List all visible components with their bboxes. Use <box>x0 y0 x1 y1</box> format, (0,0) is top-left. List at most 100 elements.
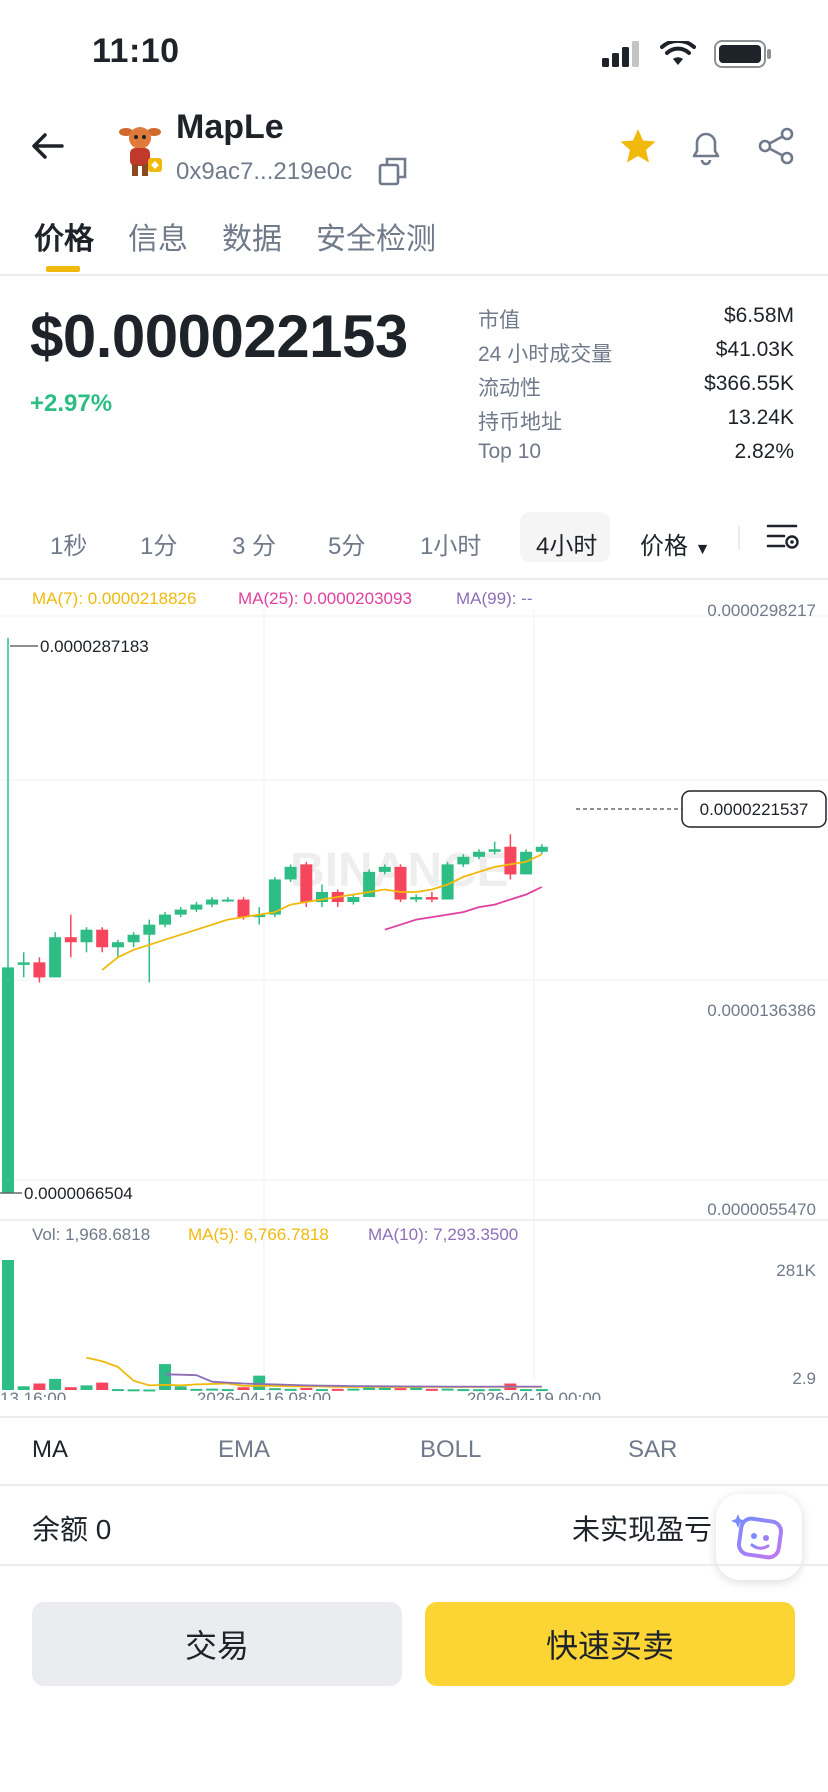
volume-bar <box>300 1387 313 1390</box>
ai-assistant-button[interactable] <box>716 1494 802 1580</box>
vol-ma10-line <box>164 1373 542 1388</box>
stat-24h-volume: 24 小时成交量 $41.03K <box>478 338 794 372</box>
unrealized-pnl-label: 未实现盈亏 <box>572 1514 713 1545</box>
interval-4h[interactable]: 4小时 <box>536 533 598 560</box>
vol-ma5-line <box>86 1356 542 1389</box>
quick-buy-sell-button[interactable]: 快速买卖 <box>425 1602 795 1686</box>
token-stats: 市值 $6.58M 24 小时成交量 $41.03K 流动性 $366.55K 持币地… <box>478 304 794 474</box>
tab-price[interactable]: 价格 <box>34 223 94 256</box>
candle <box>473 851 485 857</box>
token-address: 0x9ac7...219e0c <box>176 158 353 185</box>
back-arrow-icon[interactable] <box>28 126 68 166</box>
stat-value: $6.58M <box>723 304 794 327</box>
volume-bar <box>425 1388 438 1391</box>
candle <box>253 914 266 918</box>
candle <box>394 866 407 900</box>
copy-icon[interactable] <box>378 156 408 186</box>
price-type-dropdown[interactable]: 价格 ▼ <box>640 526 711 561</box>
low-price-label: 0.0000066504 <box>24 1184 133 1203</box>
stat-top10: Top 10 2.82% <box>478 440 794 474</box>
chart-settings-icon[interactable] <box>766 522 800 552</box>
candle <box>268 879 281 915</box>
y-axis-top: 0.0000298217 <box>707 601 816 620</box>
indicator-tab-ma[interactable]: MA <box>32 1436 68 1463</box>
indicator-tab-ema[interactable]: EMA <box>218 1436 271 1463</box>
volume-bar <box>457 1389 470 1392</box>
vol-axis-bottom: 2.9 <box>792 1369 816 1388</box>
high-price-label: 0.0000287183 <box>40 637 149 656</box>
candle <box>190 904 203 910</box>
stat-value: $366.55K <box>704 372 794 395</box>
volume-bar <box>33 1383 46 1390</box>
candle <box>316 891 328 903</box>
tabs-divider <box>0 274 828 276</box>
current-price-tag <box>681 790 827 828</box>
candle <box>378 866 391 872</box>
bell-icon[interactable] <box>686 126 726 166</box>
ma25-line <box>384 886 543 931</box>
interval-1h[interactable]: 1小时 <box>420 533 482 560</box>
volume-bar <box>316 1389 328 1392</box>
candle <box>221 899 234 902</box>
volume-bar <box>268 1388 281 1391</box>
caret-down-icon: ▼ <box>694 541 711 558</box>
share-icon[interactable] <box>756 126 796 166</box>
candle <box>33 962 46 978</box>
volume-bar <box>127 1389 140 1392</box>
candle <box>410 897 423 900</box>
indicator-tabs: MA EMA BOLL SAR <box>0 1416 828 1486</box>
tab-info[interactable]: 信息 <box>128 223 188 256</box>
selector-divider <box>738 526 740 550</box>
stat-label: 持币地址 <box>478 411 562 434</box>
ma25-legend: MA(25): 0.0000203093 <box>238 589 412 608</box>
current-price: $0.000022153 <box>30 303 408 370</box>
balance-label: 余额 0 <box>32 1514 112 1545</box>
vol-legend: Vol: 1,968.6818 <box>32 1225 150 1244</box>
star-icon[interactable] <box>618 126 658 166</box>
candle <box>49 937 62 978</box>
indicator-tab-boll[interactable]: BOLL <box>420 1436 482 1463</box>
candle <box>237 899 250 918</box>
token-avatar <box>119 127 162 176</box>
candle <box>347 897 360 903</box>
candle <box>206 899 219 905</box>
indicator-top-divider <box>0 1416 828 1418</box>
volume-bar <box>80 1385 93 1390</box>
vol-ma5-legend: MA(5): 6,766.7818 <box>188 1225 329 1244</box>
candle <box>143 924 156 935</box>
ma99-legend: MA(99): -- <box>456 589 533 608</box>
tab-security[interactable]: 安全检测 <box>316 223 436 256</box>
candle <box>159 914 171 925</box>
volume-bar <box>378 1386 391 1390</box>
tab-data[interactable]: 数据 <box>222 223 282 256</box>
volume-bar <box>221 1389 234 1392</box>
volume-bar <box>237 1387 250 1390</box>
indicator-tab-sar[interactable]: SAR <box>628 1436 678 1463</box>
stat-market-cap: 市值 $6.58M <box>478 304 794 338</box>
interval-1m[interactable]: 1分 <box>140 533 178 560</box>
price-chart[interactable]: BINANCE MA(7): 0.0000218826 MA(25): 0.00… <box>0 580 828 1400</box>
volume-bar <box>190 1388 203 1391</box>
volume-ma-lines <box>86 1356 542 1389</box>
detail-tabs: 价格 信息 数据 安全检测 <box>34 214 436 258</box>
interval-3m[interactable]: 3 分 <box>232 533 277 560</box>
candle <box>425 897 438 900</box>
stat-value: 2.82% <box>734 440 794 463</box>
stat-label: 流动性 <box>478 377 541 400</box>
volume-bar <box>64 1387 77 1390</box>
volume-bar <box>363 1387 376 1390</box>
candle <box>284 866 297 880</box>
volume-bar <box>174 1386 187 1390</box>
ma7-legend: MA(7): 0.0000218826 <box>32 589 196 608</box>
x-axis-label-1: 13 16:00 <box>0 1389 66 1400</box>
candle <box>80 929 93 943</box>
trade-button[interactable]: 交易 <box>32 1602 402 1686</box>
interval-5m[interactable]: 5分 <box>328 533 366 560</box>
tab-underline <box>46 266 80 272</box>
candle <box>174 909 187 915</box>
price-change: +2.97% <box>30 390 113 417</box>
stat-label: 市值 <box>478 309 520 332</box>
indicator-bottom-divider <box>0 1484 828 1486</box>
candle <box>457 856 470 865</box>
interval-1s[interactable]: 1秒 <box>50 533 88 560</box>
